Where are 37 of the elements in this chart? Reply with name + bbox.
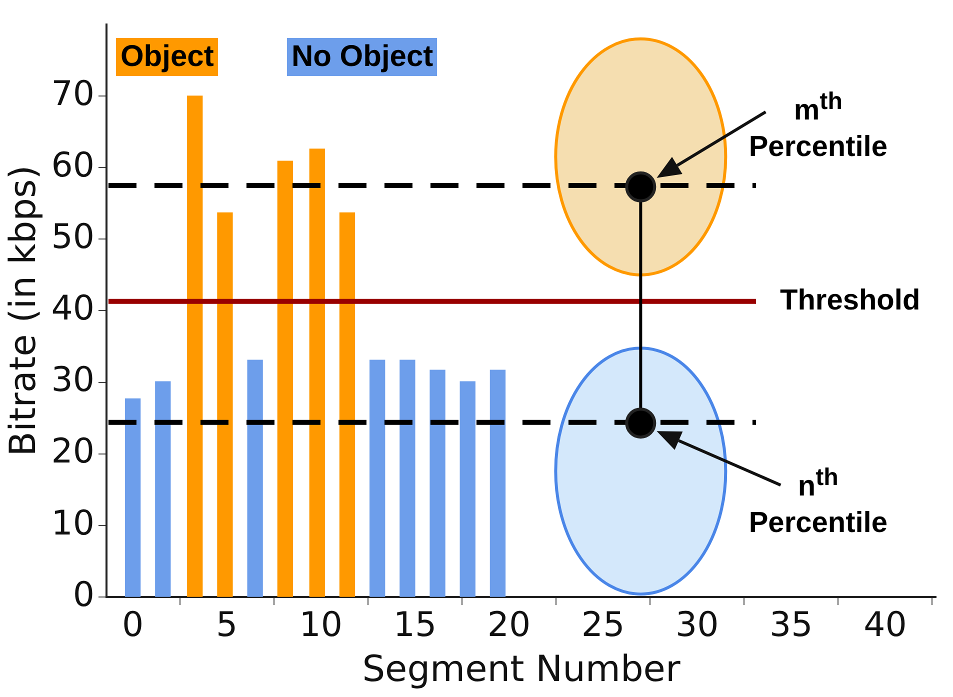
x-axis-title: Segment Number: [362, 648, 680, 690]
bar: [277, 160, 293, 597]
bar: [155, 381, 171, 597]
x-tick-label: 30: [675, 605, 719, 646]
series-label: Object: [116, 38, 218, 76]
x-tick-label: 40: [864, 605, 907, 646]
bar: [187, 96, 203, 597]
x-tick-label: 5: [216, 605, 238, 646]
annotation: n$^{th}$ Percentile: [748, 463, 888, 541]
ref-line-label: Threshold: [780, 284, 920, 316]
y-tick-label: 30: [51, 360, 94, 400]
bar: [309, 148, 325, 597]
annotation: m$^{th}$ Percentile: [748, 86, 888, 165]
bar: [339, 212, 356, 597]
bar: [460, 381, 476, 597]
y-tick-label: 0: [72, 574, 94, 615]
text: No Object: [287, 38, 438, 76]
x-tick-label: 25: [581, 605, 625, 646]
bar: [430, 370, 446, 597]
y-tick-label: 60: [51, 145, 94, 186]
y-tick-label: 10: [51, 503, 94, 544]
bar: [400, 360, 416, 597]
y-tick-label: 50: [51, 216, 94, 257]
x-tick-label: 35: [770, 605, 813, 646]
bar: [217, 212, 233, 597]
bar: [370, 360, 386, 597]
y-tick-label: 70: [51, 74, 94, 114]
y-tick-label: 20: [51, 432, 94, 472]
x-tick-label: 20: [487, 605, 531, 646]
x-tick-label: 15: [393, 605, 437, 646]
y-axis-title: Bitrate (in kbps): [2, 165, 44, 456]
y-tick-label: 40: [51, 288, 94, 329]
bar: [124, 398, 141, 597]
x-tick-label: 0: [122, 605, 144, 646]
bar: [490, 370, 506, 597]
bar: [247, 360, 263, 597]
x-tick-label: 10: [299, 605, 343, 646]
